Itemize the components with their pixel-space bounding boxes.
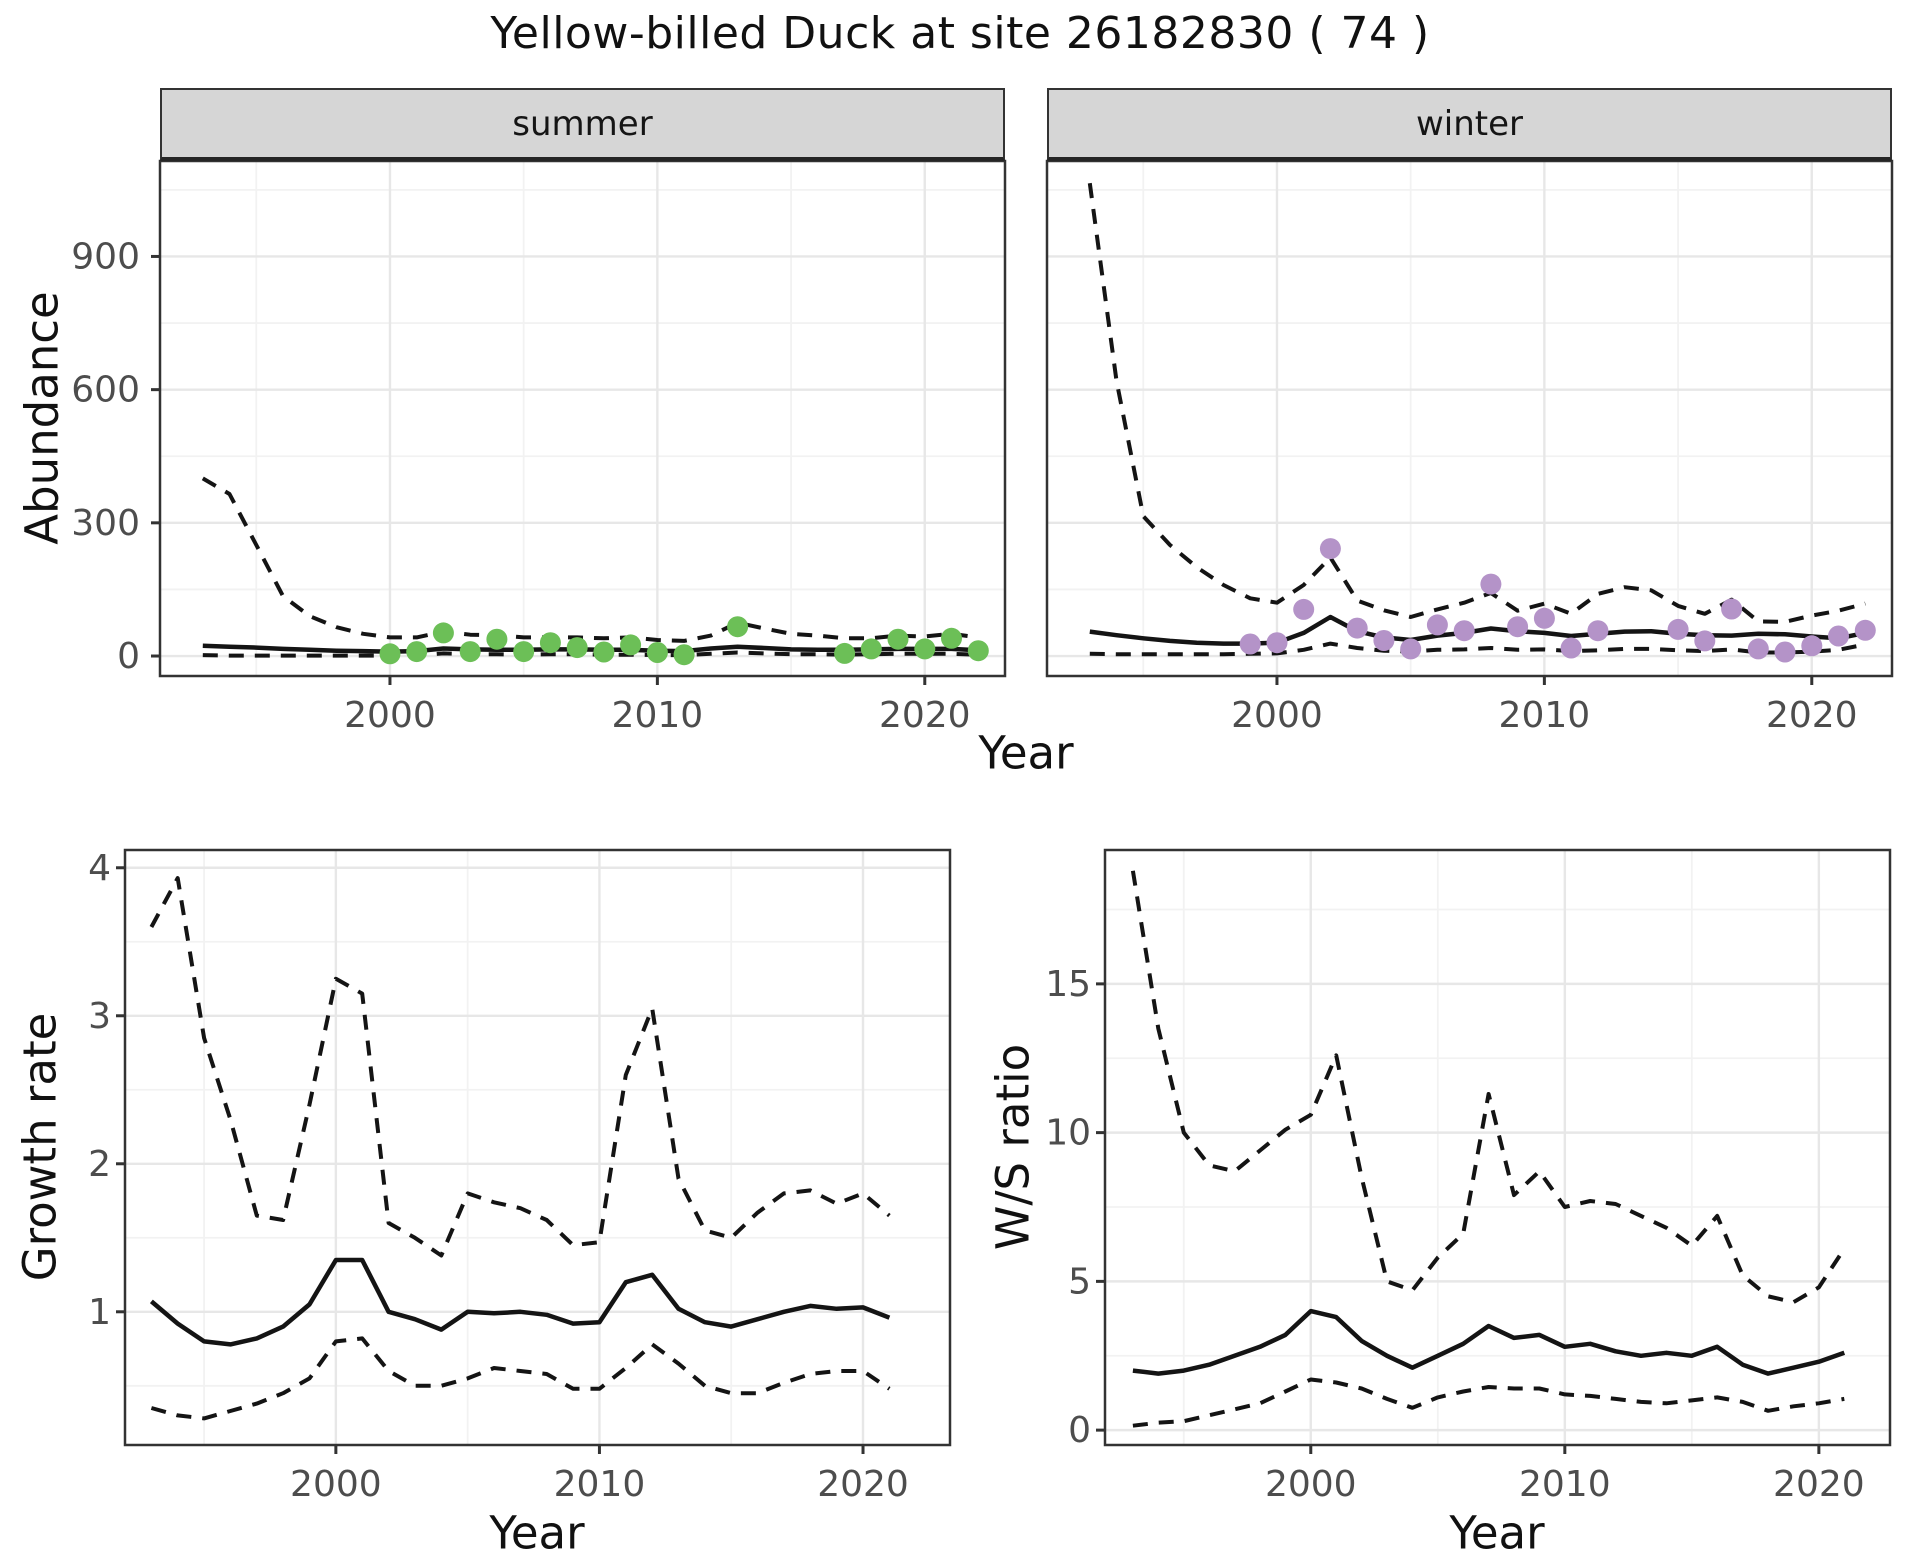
panel-border bbox=[1103, 848, 1892, 1447]
chart-title: Yellow-billed Duck at site 26182830 ( 74… bbox=[490, 8, 1430, 59]
winter-data-point bbox=[1293, 598, 1315, 620]
summer-data-point bbox=[513, 641, 535, 663]
winter-data-point bbox=[1373, 630, 1395, 651]
y-axis-tick-label: 900 bbox=[71, 236, 140, 277]
summer-data-point bbox=[486, 628, 508, 650]
panel-border bbox=[123, 848, 952, 1447]
x-axis-tick-label: 2010 bbox=[1499, 695, 1591, 736]
y-axis-tick-label: 15 bbox=[1045, 964, 1091, 1005]
x-axis-tick-label: 2020 bbox=[817, 1464, 909, 1505]
panel-border bbox=[158, 159, 1007, 678]
winter-data-point bbox=[1426, 614, 1448, 636]
winter-data-point bbox=[1828, 625, 1849, 647]
x-axis-tick-label: 2010 bbox=[554, 1464, 646, 1505]
summer-data-point bbox=[834, 642, 856, 664]
y-axis-title-abundance: Abundance bbox=[15, 291, 69, 545]
x-axis-tick-label: 2000 bbox=[1265, 1464, 1357, 1505]
x-axis-tick-label: 2000 bbox=[290, 1464, 382, 1505]
winter-data-point bbox=[1533, 607, 1555, 629]
x-axis-tick-label: 2000 bbox=[344, 695, 436, 736]
facet-strip-summer-label: summer bbox=[512, 103, 653, 144]
x-axis-title-year-ws: Year bbox=[1449, 1506, 1545, 1560]
y-axis-tick-label: 1 bbox=[88, 1292, 111, 1333]
x-axis-tick-label: 2010 bbox=[1519, 1464, 1611, 1505]
facet-strip-winter: winter bbox=[1047, 88, 1892, 161]
summer-data-point bbox=[406, 641, 428, 663]
winter-data-point bbox=[1721, 598, 1743, 620]
summer-data-point bbox=[727, 616, 749, 638]
y-axis-tick-label: 300 bbox=[71, 503, 140, 544]
lower-95ci-line bbox=[150, 1336, 891, 1421]
summer-data-point bbox=[887, 628, 909, 650]
panel-background bbox=[160, 161, 1005, 676]
summer-data-point bbox=[914, 638, 936, 660]
panel-abundance-winter: 2000 2010 2020 bbox=[1045, 159, 1894, 736]
summer-data-point bbox=[941, 627, 962, 649]
y-axis-tick-label: 600 bbox=[71, 370, 140, 411]
x-axis-tick-label: 2020 bbox=[879, 695, 971, 736]
summer-data-point bbox=[593, 641, 615, 663]
winter-data-point bbox=[1560, 637, 1582, 659]
x-axis-tick-label: 2000 bbox=[1231, 695, 1323, 736]
x-axis-tick-label: 2010 bbox=[612, 695, 704, 736]
y-axis-tick-label: 5 bbox=[1068, 1261, 1091, 1302]
winter-data-point bbox=[1854, 619, 1876, 641]
winter-data-point bbox=[1587, 620, 1609, 642]
median-line bbox=[1132, 1308, 1846, 1376]
lower-95ci-line bbox=[1132, 1377, 1845, 1428]
panel-growth-rate: 2000 2010 2020 1 2 3 4 bbox=[88, 848, 952, 1505]
summer-data-point bbox=[432, 622, 454, 644]
summer-data-point bbox=[860, 638, 882, 660]
summer-data-point bbox=[566, 637, 588, 659]
winter-data-point bbox=[1801, 635, 1823, 657]
y-axis-title-ws-ratio: W/S ratio bbox=[986, 1043, 1040, 1251]
facet-strip-summer: summer bbox=[160, 88, 1005, 161]
panel-ws-ratio: 2000 2010 2020 0 5 10 15 bbox=[1045, 848, 1892, 1505]
winter-data-point bbox=[1747, 638, 1769, 660]
y-axis-tick-label: 4 bbox=[88, 848, 111, 889]
upper-95ci-line bbox=[1130, 870, 1846, 1305]
x-axis-tick-label: 2020 bbox=[1766, 695, 1858, 736]
winter-data-point bbox=[1774, 641, 1796, 663]
y-axis-tick-label: 0 bbox=[117, 636, 140, 677]
facet-strip-winter-label: winter bbox=[1415, 103, 1524, 144]
x-axis-title-year-top: Year bbox=[978, 726, 1074, 780]
summer-data-point bbox=[379, 643, 401, 665]
winter-data-point bbox=[1667, 618, 1689, 640]
winter-data-point bbox=[1694, 630, 1716, 652]
winter-data-point bbox=[1507, 616, 1529, 638]
x-axis-title-year-growth: Year bbox=[489, 1506, 585, 1560]
summer-data-point bbox=[539, 632, 561, 654]
winter-data-point bbox=[1400, 638, 1422, 660]
panel-border bbox=[1045, 159, 1894, 678]
summer-data-point bbox=[646, 642, 668, 663]
panel-background bbox=[125, 850, 950, 1445]
upper-95ci-line bbox=[201, 476, 979, 643]
winter-data-point bbox=[1480, 573, 1502, 595]
y-axis-tick-label: 10 bbox=[1045, 1113, 1091, 1154]
summer-data-point bbox=[459, 641, 481, 663]
median-line bbox=[149, 1257, 891, 1347]
panel-background bbox=[1105, 850, 1890, 1445]
summer-data-point bbox=[673, 644, 695, 666]
panel-abundance-summer: 2000 2010 2020 0 300 600 900 bbox=[71, 159, 1007, 736]
x-axis-tick-label: 2020 bbox=[1773, 1464, 1865, 1505]
y-axis-tick-label: 2 bbox=[88, 1144, 111, 1185]
upper-95ci-line bbox=[149, 876, 891, 1258]
summer-data-point bbox=[620, 634, 642, 656]
winter-data-point bbox=[1453, 620, 1475, 642]
y-axis-tick-label: 0 bbox=[1068, 1410, 1091, 1451]
winter-data-point bbox=[1266, 632, 1288, 654]
winter-data-point bbox=[1346, 617, 1368, 639]
y-axis-title-growth-rate: Growth rate bbox=[13, 1012, 67, 1282]
summer-data-point bbox=[967, 640, 989, 662]
median-line bbox=[1089, 614, 1866, 646]
winter-data-point bbox=[1319, 538, 1341, 560]
winter-data-point bbox=[1239, 633, 1261, 655]
y-axis-tick-label: 3 bbox=[88, 996, 111, 1037]
